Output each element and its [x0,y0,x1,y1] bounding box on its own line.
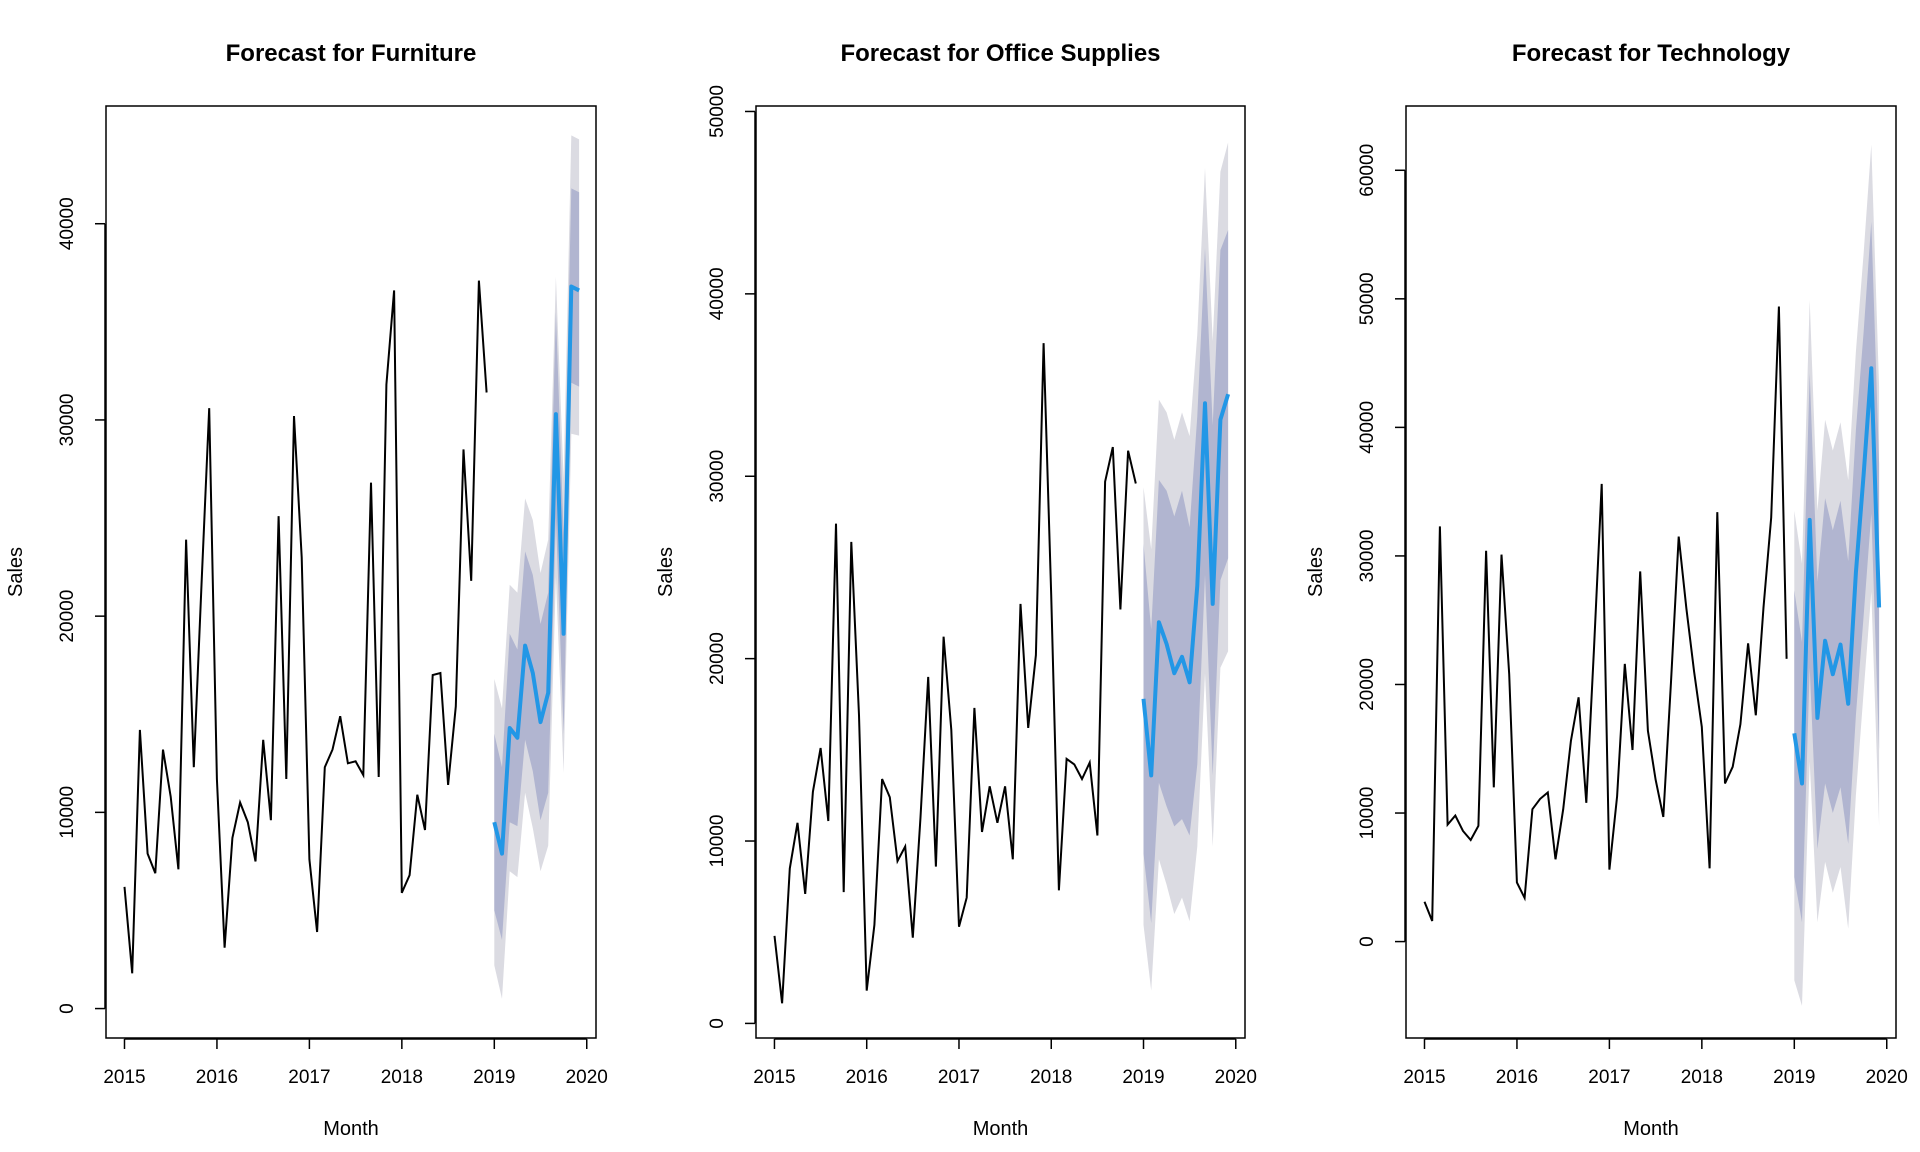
plot-frame [105,105,597,1039]
x-tick-label: 2017 [288,1067,330,1088]
y-axis-label: Sales [655,547,677,597]
x-tick-label: 2019 [1122,1067,1164,1088]
x-axis-label: Month [323,1118,379,1140]
y-axis-label: Sales [1305,547,1327,597]
chart-title: Forecast for Furniture [226,40,477,67]
history-series-line [773,343,1137,1004]
forecast-mean-line [1141,393,1231,778]
x-axis-label: Month [1623,1118,1679,1140]
y-tick-label: 40000 [1357,401,1378,454]
x-tick-label: 2018 [381,1067,423,1088]
y-tick-label: 40000 [707,267,728,320]
y-tick-label: 30000 [1357,530,1378,583]
x-tick-label: 2015 [753,1067,795,1088]
prediction-interval-80 [494,188,580,940]
chart-title: Forecast for Office Supplies [840,40,1160,67]
x-tick-label: 2020 [1866,1067,1908,1088]
x-tick-label: 2019 [1773,1067,1815,1088]
chart-panel-2: Forecast for Office Supplies 2015 2016 2017… [655,40,1257,1140]
x-tick-label: 2020 [566,1067,608,1088]
y-tick-label: 30000 [57,394,78,447]
x-axis-label: Month [973,1118,1029,1140]
x-tick-label: 2016 [1496,1067,1538,1088]
x-tick-label: 2015 [1403,1067,1445,1088]
x-tick-label: 2017 [1588,1067,1630,1088]
forecast-mean-line [1792,366,1882,786]
chart-panel-3: Forecast for Technology 2015 2016 2017 2018 2… [1305,40,1908,1140]
y-tick-label: 60000 [1357,144,1378,197]
prediction-interval-80 [1794,221,1880,923]
y-tick-label: 0 [1357,936,1378,947]
x-tick-label: 2018 [1681,1067,1723,1088]
forecast-mean-line [492,284,580,856]
x-tick-label: 2017 [938,1067,980,1088]
y-tick-label: 20000 [707,632,728,685]
x-tick-label: 2015 [103,1067,145,1088]
plot-frame [755,105,1246,1039]
y-tick-label: 50000 [707,85,728,138]
x-tick-label: 2019 [473,1067,515,1088]
history-series-line [1423,306,1788,922]
history-series-line [123,280,488,974]
y-tick-label: 20000 [1357,658,1378,711]
chart-panel-1: Forecast for Furniture 2015 2016 2017 2018 20… [5,40,608,1140]
y-axis-label: Sales [5,547,27,597]
y-tick-label: 0 [57,1003,78,1014]
y-tick-label: 10000 [707,815,728,868]
y-tick-label: 30000 [707,450,728,503]
y-tick-label: 50000 [1357,272,1378,325]
x-tick-label: 2020 [1215,1067,1257,1088]
x-tick-label: 2016 [196,1067,238,1088]
plot-frame [1405,105,1897,1039]
x-tick-label: 2016 [846,1067,888,1088]
y-tick-label: 40000 [57,197,78,250]
y-tick-label: 10000 [1357,787,1378,840]
y-tick-label: 10000 [57,786,78,839]
x-tick-label: 2018 [1030,1067,1072,1088]
y-tick-label: 20000 [57,590,78,643]
chart-title: Forecast for Technology [1512,40,1791,67]
y-tick-label: 0 [707,1018,728,1029]
